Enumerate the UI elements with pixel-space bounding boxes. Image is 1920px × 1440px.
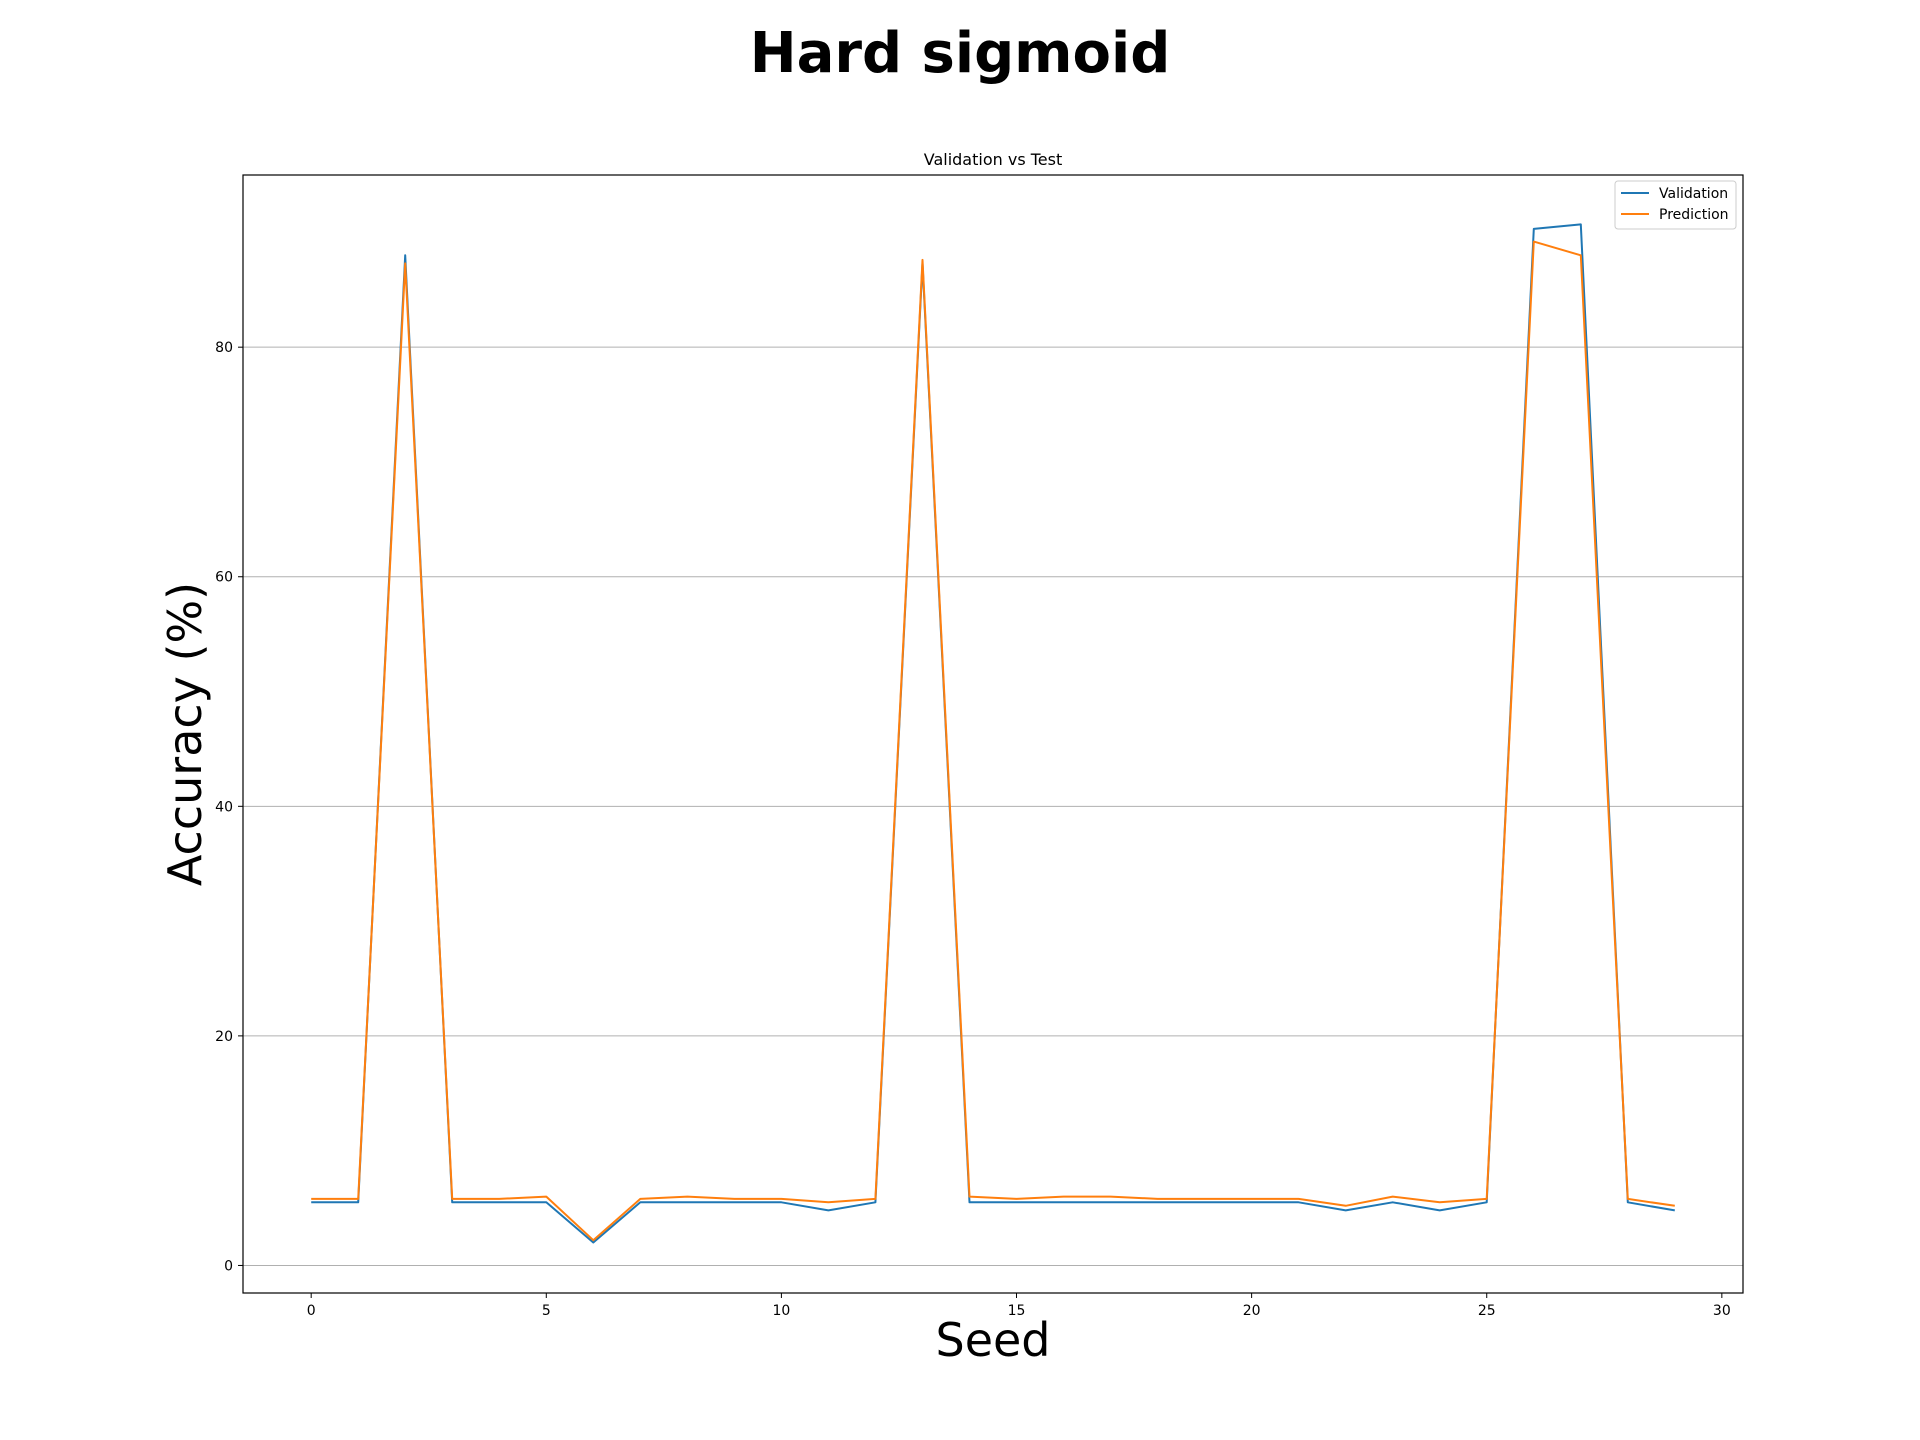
legend-label-validation: Validation bbox=[1659, 186, 1728, 202]
x-axis-ticks: 0 5 10 15 20 25 30 bbox=[307, 1293, 1731, 1319]
series-lines bbox=[311, 223, 1675, 1244]
x-tick-label-0: 0 bbox=[307, 1303, 316, 1319]
x-tick-label-5: 5 bbox=[542, 1303, 551, 1319]
y-tick-label-60: 60 bbox=[215, 570, 233, 586]
series-line-prediction bbox=[311, 240, 1675, 1242]
x-tick-label-10: 10 bbox=[772, 1303, 790, 1319]
chart-title: Hard sigmoid bbox=[750, 21, 1171, 86]
x-axis-label: Seed bbox=[936, 1313, 1051, 1367]
y-tick-label-80: 80 bbox=[215, 340, 233, 356]
legend: Validation Prediction bbox=[1614, 180, 1737, 230]
chart-subtitle: Validation vs Test bbox=[924, 150, 1063, 169]
series-line-validation bbox=[311, 223, 1675, 1244]
x-tick-label-15: 15 bbox=[1008, 1303, 1026, 1319]
x-tick-label-20: 20 bbox=[1243, 1303, 1261, 1319]
x-tick-label-25: 25 bbox=[1478, 1303, 1496, 1319]
y-axis-ticks: 0 20 40 60 80 bbox=[215, 340, 243, 1274]
grid-lines bbox=[243, 346, 1743, 1266]
y-tick-label-0: 0 bbox=[224, 1258, 233, 1274]
x-tick-label-30: 30 bbox=[1713, 1303, 1731, 1319]
legend-label-prediction: Prediction bbox=[1659, 207, 1729, 223]
y-tick-label-40: 40 bbox=[215, 799, 233, 815]
y-axis-label: Accuracy (%) bbox=[158, 582, 212, 886]
y-tick-label-20: 20 bbox=[215, 1029, 233, 1045]
plot-area bbox=[242, 174, 1744, 1294]
